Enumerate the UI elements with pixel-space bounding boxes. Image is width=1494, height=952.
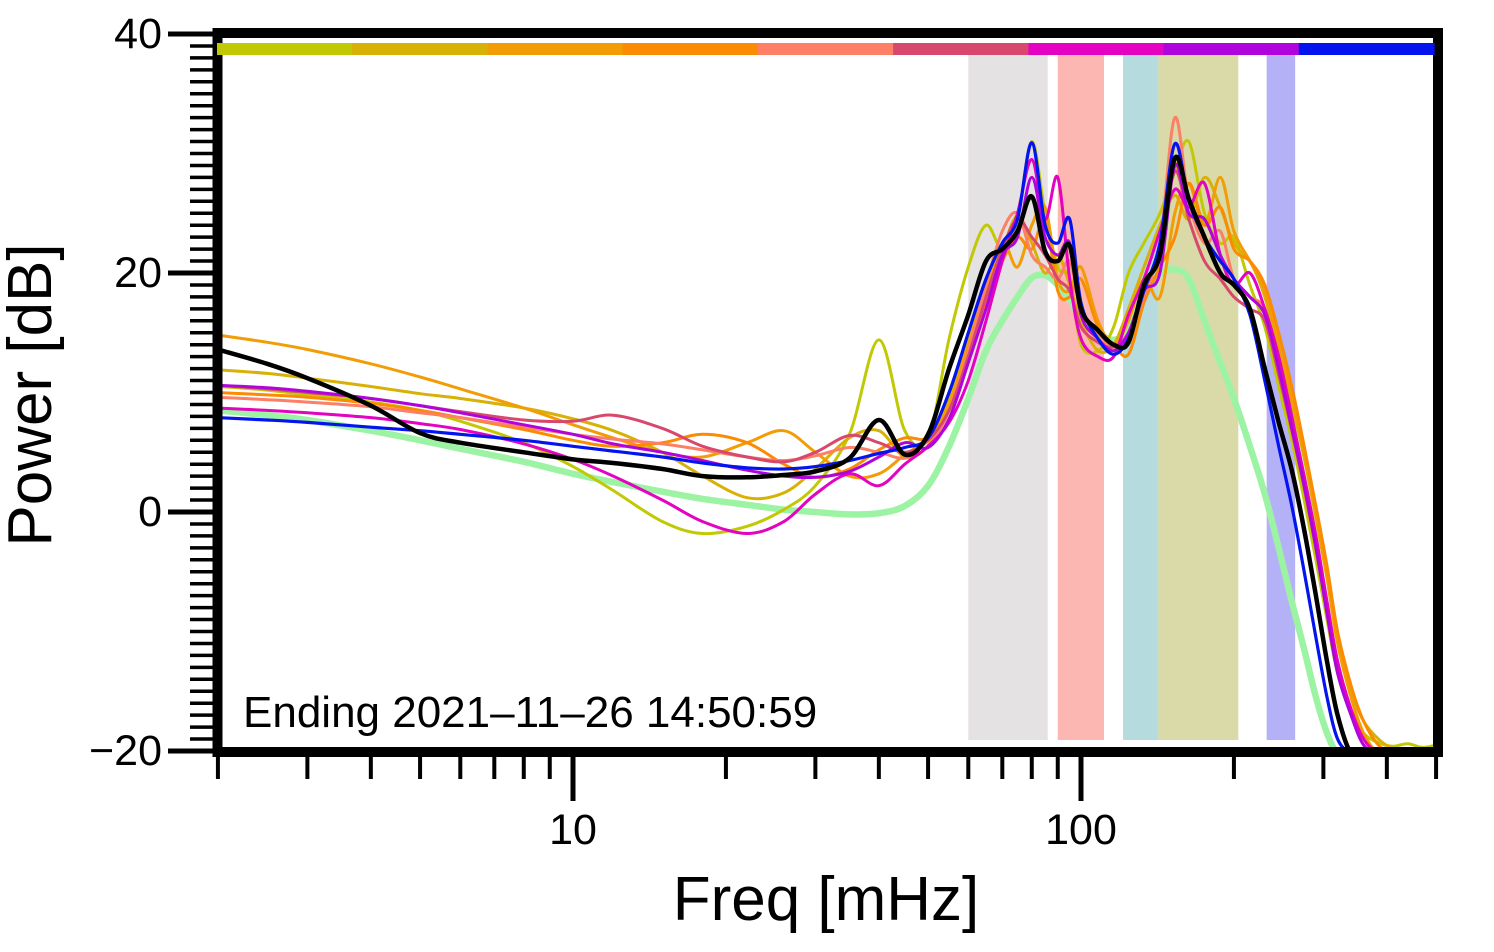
band-3-shading xyxy=(1123,55,1159,740)
psd-curve-reference-smooth xyxy=(222,265,1338,748)
time-colorbar-segment-1 xyxy=(217,43,353,55)
time-colorbar-segment-8 xyxy=(1163,43,1300,55)
time-colorbar-segment-7 xyxy=(1028,43,1165,55)
psd-curve-segment-1 xyxy=(222,138,1433,748)
time-colorbar-segment-2 xyxy=(352,43,489,55)
psd-curve-segment-7 xyxy=(222,157,1374,748)
band-2-shading xyxy=(1057,55,1105,740)
y-tick-label: 20 xyxy=(114,249,162,297)
psd-curve-segment-4 xyxy=(222,181,1384,748)
time-colorbar-segment-6 xyxy=(893,43,1029,55)
time-colorbar-segment-9 xyxy=(1298,43,1435,55)
plot-frame xyxy=(212,28,1443,757)
ending-timestamp-annotation: Ending 2021–11–26 14:50:59 xyxy=(243,688,818,737)
time-colorbar-segment-4 xyxy=(622,43,759,55)
x-tick-label: 10 xyxy=(549,806,597,854)
x-axis-title: Freq [mHz] xyxy=(672,865,980,934)
y-tick-label: 0 xyxy=(138,488,162,536)
y-tick-label: 40 xyxy=(114,10,162,58)
time-colorbar-segment-5 xyxy=(757,43,894,55)
psd-curve-segment-9 xyxy=(222,141,1346,748)
y-tick-label: −20 xyxy=(89,727,162,775)
x-tick-label: 100 xyxy=(1045,806,1117,854)
psd-curve-mean xyxy=(222,154,1351,748)
time-colorbar-segment-3 xyxy=(487,43,624,55)
